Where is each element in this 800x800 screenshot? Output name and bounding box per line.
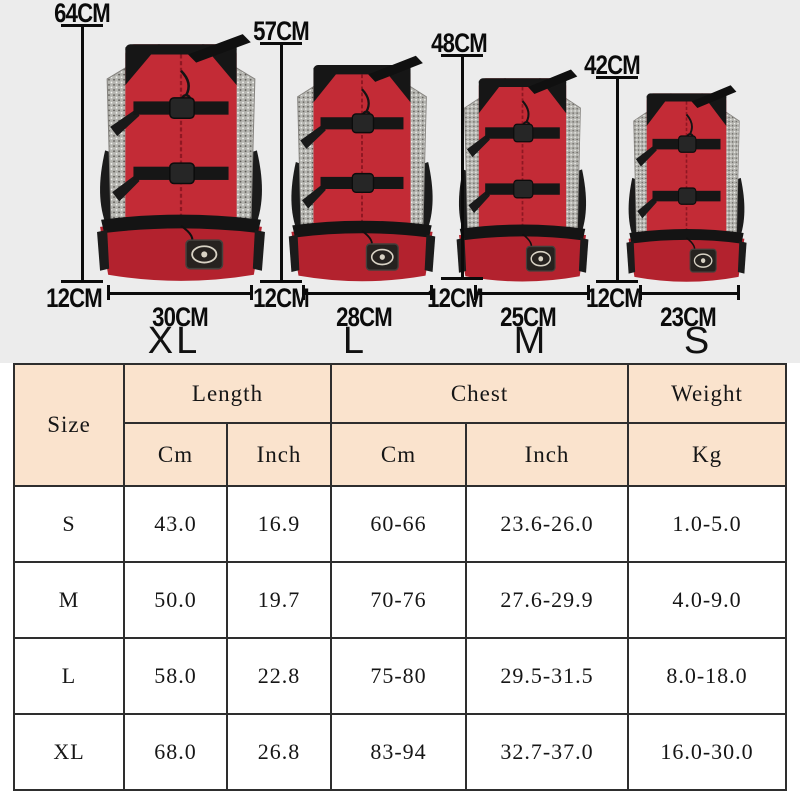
m-height-tick-top	[441, 54, 483, 57]
size-table: Size Length Chest Weight Cm Inch Cm Inch…	[13, 363, 788, 791]
header-chest: Chest	[329, 363, 630, 424]
header-length-cm: Cm	[123, 422, 228, 487]
l-height-label: 57CM	[253, 16, 310, 46]
cell-chest-inch: 27.6-29.9	[464, 561, 630, 639]
m-width-tick-left	[474, 285, 477, 300]
xl-width-measure-line	[108, 292, 252, 295]
table-row-m: M 50.0 19.7 70-76 27.6-29.9 4.0-9.0	[13, 561, 788, 639]
cell-length-inch: 19.7	[226, 561, 332, 639]
xl-width-tick-right	[250, 285, 253, 300]
header-chest-cm: Cm	[330, 422, 467, 487]
s-height-tick-bottom	[596, 280, 638, 283]
cell-weight-kg: 4.0-9.0	[627, 561, 788, 639]
cell-length-cm: 68.0	[123, 713, 228, 791]
cell-length-cm: 43.0	[123, 485, 228, 563]
backpack-photo-m	[455, 66, 590, 285]
header-chest-inch: Inch	[464, 422, 630, 487]
l-bottom-height-label: 12CM	[253, 283, 310, 313]
backpack-photo-l	[287, 52, 437, 285]
s-size-letter: S	[683, 320, 713, 362]
s-width-tick-right	[737, 285, 740, 300]
cell-weight-kg: 8.0-18.0	[627, 637, 788, 715]
l-size-letter: L	[342, 320, 368, 362]
xl-bottom-height-label: 12CM	[46, 283, 103, 313]
s-width-tick-left	[639, 285, 642, 300]
cell-chest-inch: 32.7-37.0	[464, 713, 630, 791]
xl-height-tick-bottom	[61, 280, 103, 283]
l-height-tick-top	[260, 42, 302, 45]
cell-size: L	[13, 637, 125, 715]
xl-width-label: 30CM	[152, 302, 209, 332]
cell-size: S	[13, 485, 125, 563]
m-height-measure-line	[461, 57, 464, 279]
product-photos-section: 64CM 12CM 30CM XL 57CM	[0, 0, 800, 363]
cell-size: XL	[13, 713, 125, 791]
header-length: Length	[123, 363, 332, 424]
cell-length-cm: 50.0	[123, 561, 228, 639]
s-height-measure-line	[616, 78, 619, 283]
cell-length-inch: 22.8	[226, 637, 332, 715]
m-height-tick-bottom	[441, 277, 483, 280]
cell-length-cm: 58.0	[123, 637, 228, 715]
l-width-label: 28CM	[336, 302, 393, 332]
header-weight-kg: Kg	[627, 422, 788, 487]
header-size: Size	[13, 363, 125, 487]
m-height-label: 48CM	[431, 28, 488, 58]
s-height-label: 42CM	[584, 50, 641, 80]
table-row-xl: XL 68.0 26.8 83-94 32.7-37.0 16.0-30.0	[13, 713, 788, 791]
xl-size-letter: XL	[147, 320, 201, 362]
s-bottom-height-label: 12CM	[586, 283, 643, 313]
l-height-tick-bottom	[260, 280, 302, 283]
header-weight: Weight	[627, 363, 788, 424]
cell-length-inch: 16.9	[226, 485, 332, 563]
xl-height-tick-top	[61, 24, 103, 27]
s-width-measure-line	[640, 292, 740, 295]
s-height-tick-top	[596, 76, 638, 79]
cell-weight-kg: 1.0-5.0	[627, 485, 788, 563]
l-width-measure-line	[303, 292, 433, 295]
m-width-measure-line	[475, 292, 590, 295]
backpack-photo-xl	[95, 30, 267, 285]
cell-chest-cm: 60-66	[330, 485, 467, 563]
l-height-measure-line	[280, 45, 283, 280]
cell-length-inch: 26.8	[226, 713, 332, 791]
table-row-s: S 43.0 16.9 60-66 23.6-26.0 1.0-5.0	[13, 485, 788, 563]
cell-size: M	[13, 561, 125, 639]
xl-height-label: 64CM	[54, 0, 111, 28]
cell-chest-cm: 70-76	[330, 561, 467, 639]
table-row-l: L 58.0 22.8 75-80 29.5-31.5 8.0-18.0	[13, 637, 788, 715]
header-length-inch: Inch	[226, 422, 332, 487]
cell-chest-cm: 75-80	[330, 637, 467, 715]
cell-chest-inch: 23.6-26.0	[464, 485, 630, 563]
m-bottom-height-label: 12CM	[427, 283, 484, 313]
l-width-tick-right	[430, 285, 433, 300]
l-width-tick-left	[302, 285, 305, 300]
cell-weight-kg: 16.0-30.0	[627, 713, 788, 791]
xl-width-tick-left	[107, 285, 110, 300]
m-width-label: 25CM	[500, 302, 557, 332]
m-size-letter: M	[513, 320, 549, 362]
backpack-photo-s	[625, 82, 748, 285]
s-width-label: 23CM	[660, 302, 717, 332]
cell-chest-inch: 29.5-31.5	[464, 637, 630, 715]
m-width-tick-right	[587, 285, 590, 300]
cell-chest-cm: 83-94	[330, 713, 467, 791]
xl-height-measure-line	[81, 27, 84, 280]
